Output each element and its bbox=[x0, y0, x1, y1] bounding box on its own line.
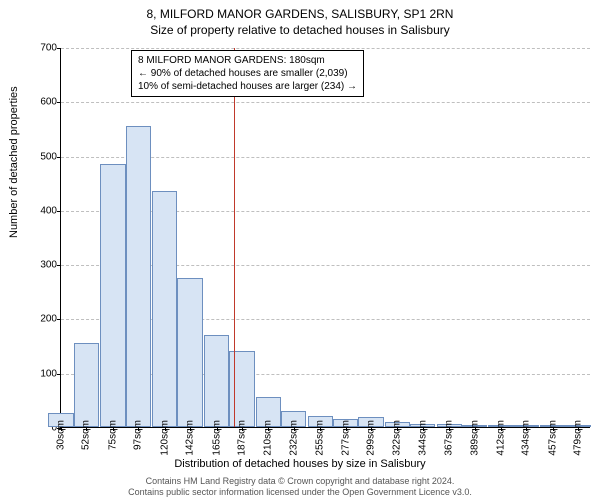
title-line-2: Size of property relative to detached ho… bbox=[0, 22, 600, 38]
x-tick-label: 187sqm bbox=[236, 420, 247, 456]
footer: Contains HM Land Registry data © Crown c… bbox=[0, 476, 600, 498]
x-tick-label: 255sqm bbox=[315, 420, 326, 456]
y-tick-label: 700 bbox=[25, 43, 57, 54]
x-tick-label: 457sqm bbox=[547, 420, 558, 456]
histogram-bar bbox=[204, 335, 229, 427]
x-tick-label: 344sqm bbox=[417, 420, 428, 456]
histogram-bar bbox=[152, 191, 177, 427]
x-tick-label: 210sqm bbox=[263, 420, 274, 456]
y-tick-label: 300 bbox=[25, 260, 57, 271]
x-axis-label: Distribution of detached houses by size … bbox=[0, 458, 600, 470]
x-tick-label: 232sqm bbox=[288, 420, 299, 456]
histogram-bar bbox=[126, 126, 151, 427]
y-tick-mark bbox=[57, 265, 61, 266]
annotation-line-2: ← 90% of detached houses are smaller (2,… bbox=[138, 67, 357, 80]
x-tick-label: 299sqm bbox=[365, 420, 376, 456]
marker-line bbox=[234, 48, 235, 427]
x-tick-label: 412sqm bbox=[496, 420, 507, 456]
annotation-box: 8 MILFORD MANOR GARDENS: 180sqm ← 90% of… bbox=[131, 50, 364, 97]
x-tick-label: 389sqm bbox=[469, 420, 480, 456]
footer-line-2: Contains public sector information licen… bbox=[0, 487, 600, 498]
x-tick-label: 434sqm bbox=[521, 420, 532, 456]
y-tick-mark bbox=[57, 211, 61, 212]
y-tick-label: 500 bbox=[25, 151, 57, 162]
annotation-line-1: 8 MILFORD MANOR GARDENS: 180sqm bbox=[138, 54, 357, 67]
plot-area: 010020030040050060070030sqm52sqm75sqm97s… bbox=[60, 48, 590, 428]
chart-titles: 8, MILFORD MANOR GARDENS, SALISBURY, SP1… bbox=[0, 0, 600, 38]
x-tick-label: 322sqm bbox=[392, 420, 403, 456]
title-line-1: 8, MILFORD MANOR GARDENS, SALISBURY, SP1… bbox=[0, 6, 600, 22]
y-tick-mark bbox=[57, 157, 61, 158]
y-axis-label: Number of detached properties bbox=[8, 86, 20, 238]
annotation-line-3: 10% of semi-detached houses are larger (… bbox=[138, 80, 357, 93]
y-tick-mark bbox=[57, 102, 61, 103]
x-tick-label: 479sqm bbox=[573, 420, 584, 456]
x-tick-label: 367sqm bbox=[444, 420, 455, 456]
footer-line-1: Contains HM Land Registry data © Crown c… bbox=[0, 476, 600, 487]
y-tick-label: 200 bbox=[25, 314, 57, 325]
x-tick-label: 75sqm bbox=[107, 420, 118, 450]
x-tick-label: 97sqm bbox=[133, 420, 144, 450]
x-tick-label: 277sqm bbox=[340, 420, 351, 456]
y-tick-mark bbox=[57, 48, 61, 49]
y-tick-mark bbox=[57, 374, 61, 375]
histogram-bar bbox=[100, 164, 125, 427]
x-tick-label: 30sqm bbox=[56, 420, 67, 450]
grid-line bbox=[61, 102, 590, 103]
y-tick-mark bbox=[57, 319, 61, 320]
y-tick-label: 100 bbox=[25, 368, 57, 379]
chart-container: 8, MILFORD MANOR GARDENS, SALISBURY, SP1… bbox=[0, 0, 600, 500]
x-tick-label: 52sqm bbox=[81, 420, 92, 450]
histogram-bar bbox=[74, 343, 99, 427]
x-tick-label: 142sqm bbox=[185, 420, 196, 456]
y-tick-label: 600 bbox=[25, 97, 57, 108]
x-tick-label: 165sqm bbox=[211, 420, 222, 456]
x-tick-label: 120sqm bbox=[159, 420, 170, 456]
histogram-bar bbox=[177, 278, 202, 427]
grid-line bbox=[61, 48, 590, 49]
y-tick-label: 400 bbox=[25, 205, 57, 216]
